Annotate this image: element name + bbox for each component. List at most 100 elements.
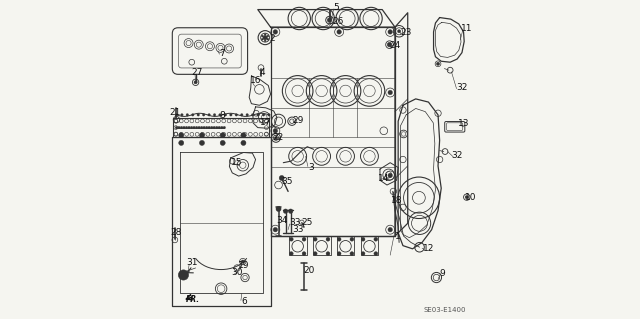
Text: 1: 1	[395, 232, 401, 241]
Circle shape	[273, 227, 278, 232]
Circle shape	[200, 133, 205, 138]
Circle shape	[179, 270, 189, 280]
Text: 35: 35	[281, 177, 292, 186]
Circle shape	[273, 30, 278, 34]
Text: 25: 25	[301, 218, 312, 227]
Circle shape	[276, 206, 281, 211]
Circle shape	[387, 42, 392, 47]
Text: FR.: FR.	[186, 295, 200, 304]
Text: 16: 16	[250, 76, 261, 85]
Circle shape	[326, 252, 330, 256]
Text: SE03-E1400: SE03-E1400	[424, 307, 466, 313]
Circle shape	[194, 81, 197, 84]
Text: 33: 33	[292, 225, 303, 234]
Circle shape	[388, 173, 392, 178]
Circle shape	[241, 140, 246, 145]
Circle shape	[223, 126, 225, 129]
Circle shape	[185, 126, 188, 129]
Text: 22: 22	[272, 133, 284, 142]
Circle shape	[221, 126, 223, 129]
Circle shape	[200, 126, 203, 129]
Circle shape	[275, 137, 277, 139]
Circle shape	[178, 126, 180, 129]
Text: 6: 6	[241, 297, 246, 306]
Text: 23: 23	[401, 28, 412, 37]
Circle shape	[374, 237, 378, 241]
Circle shape	[180, 126, 183, 129]
Circle shape	[374, 252, 378, 256]
Text: 2: 2	[269, 34, 275, 43]
Circle shape	[213, 126, 216, 129]
Circle shape	[183, 126, 186, 129]
Circle shape	[267, 38, 269, 40]
Circle shape	[388, 30, 392, 34]
Text: 10: 10	[465, 193, 477, 202]
Circle shape	[326, 237, 330, 241]
Circle shape	[279, 175, 284, 181]
Circle shape	[246, 114, 248, 116]
Circle shape	[302, 237, 306, 241]
Circle shape	[267, 35, 269, 37]
Text: 9: 9	[440, 269, 445, 278]
Text: 29: 29	[292, 116, 303, 125]
Circle shape	[289, 252, 293, 256]
Circle shape	[262, 114, 265, 116]
Circle shape	[436, 62, 440, 65]
Circle shape	[198, 126, 200, 129]
Text: 11: 11	[461, 24, 472, 33]
Circle shape	[284, 209, 288, 213]
Circle shape	[175, 114, 178, 116]
Text: 32: 32	[451, 151, 463, 160]
Circle shape	[241, 114, 243, 116]
Circle shape	[350, 237, 354, 241]
Text: 21: 21	[170, 108, 181, 117]
Circle shape	[179, 140, 184, 145]
Circle shape	[257, 114, 259, 116]
Circle shape	[268, 114, 270, 116]
Text: 7: 7	[220, 49, 225, 58]
Circle shape	[179, 133, 184, 138]
Text: 26: 26	[333, 17, 344, 26]
Circle shape	[397, 30, 401, 33]
Text: 31: 31	[187, 258, 198, 267]
Text: 12: 12	[422, 244, 434, 253]
Circle shape	[208, 126, 211, 129]
Text: 27: 27	[192, 68, 203, 77]
Circle shape	[327, 18, 332, 22]
Text: 13: 13	[458, 119, 469, 128]
Text: 4: 4	[260, 68, 266, 77]
Circle shape	[205, 126, 208, 129]
Circle shape	[197, 114, 200, 116]
Circle shape	[264, 33, 266, 35]
Circle shape	[203, 126, 205, 129]
Circle shape	[314, 252, 317, 256]
Text: 30: 30	[231, 268, 243, 277]
Circle shape	[224, 114, 227, 116]
Circle shape	[361, 237, 365, 241]
Circle shape	[252, 114, 254, 116]
Circle shape	[465, 196, 468, 199]
Circle shape	[388, 227, 392, 232]
Circle shape	[289, 209, 293, 213]
Circle shape	[261, 38, 263, 40]
Circle shape	[208, 114, 211, 116]
Circle shape	[263, 35, 268, 40]
Circle shape	[175, 126, 178, 129]
Circle shape	[350, 252, 354, 256]
Circle shape	[230, 114, 232, 116]
Text: 14: 14	[378, 174, 389, 182]
Circle shape	[219, 114, 221, 116]
Text: 3: 3	[308, 163, 314, 172]
Text: 24: 24	[390, 41, 401, 50]
Text: 32: 32	[456, 83, 468, 92]
Circle shape	[314, 237, 317, 241]
Circle shape	[261, 35, 263, 37]
Circle shape	[193, 126, 195, 129]
Circle shape	[220, 133, 225, 138]
Circle shape	[241, 133, 246, 138]
Circle shape	[211, 126, 213, 129]
Circle shape	[241, 260, 244, 263]
Circle shape	[388, 90, 392, 95]
Circle shape	[337, 252, 341, 256]
Circle shape	[202, 114, 205, 116]
